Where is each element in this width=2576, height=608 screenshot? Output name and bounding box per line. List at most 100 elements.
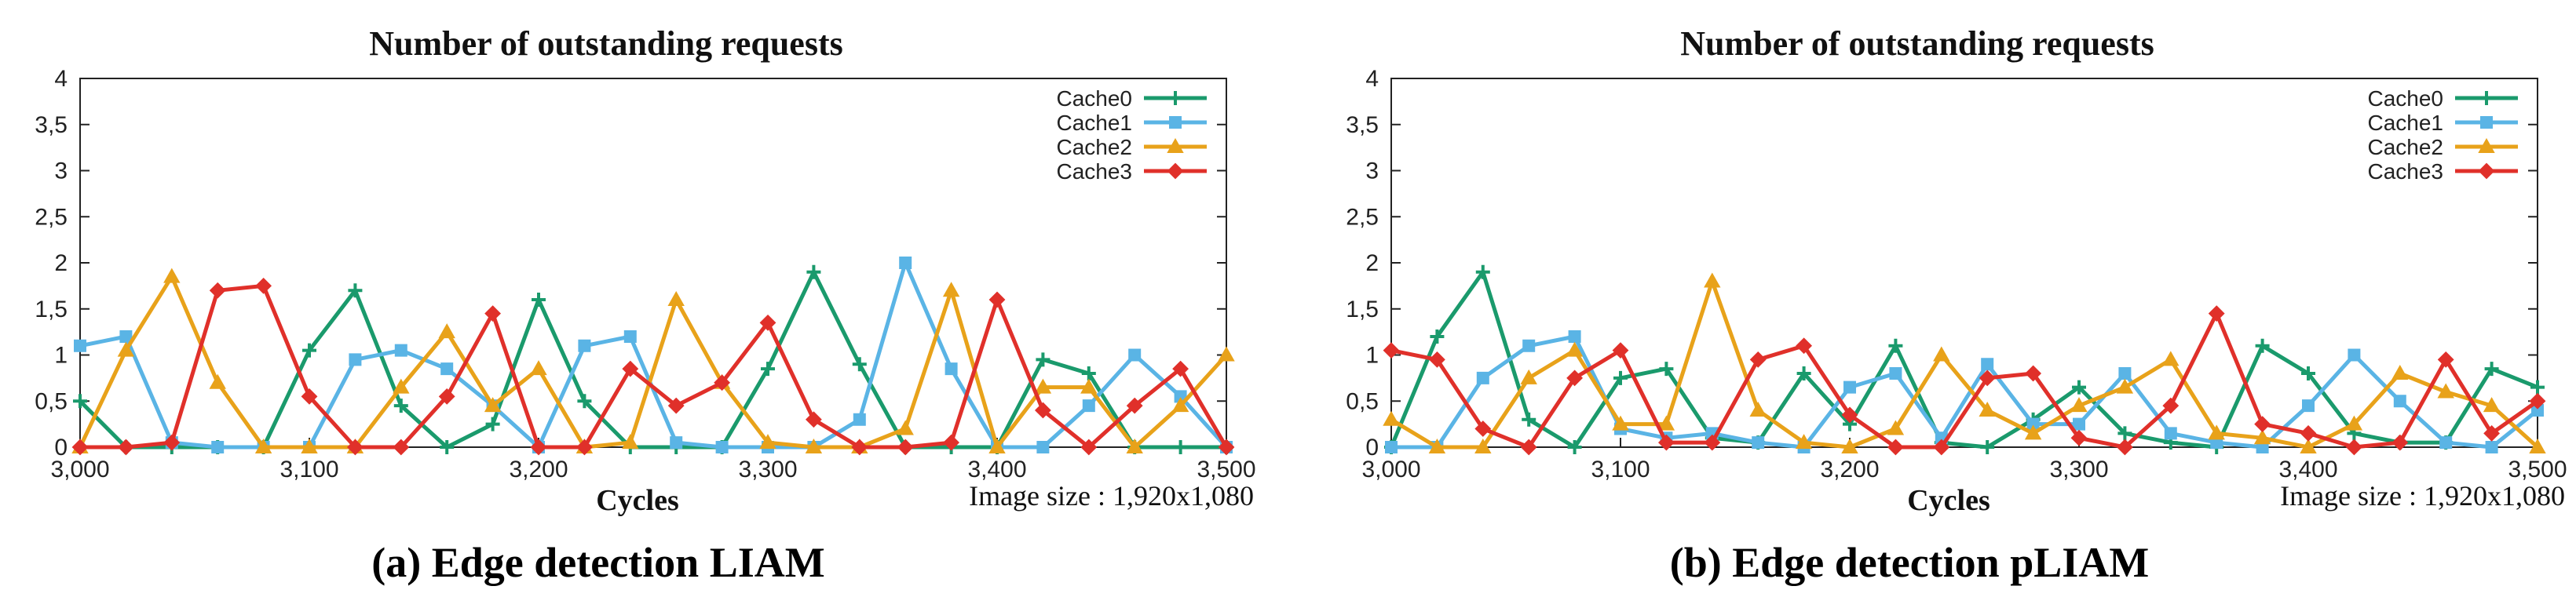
data-point [2529,438,2546,453]
data-point [1218,346,1235,362]
data-point [484,305,502,322]
axis-ticks: 0 0,5 1 1,5 2 2,5 3 3,5 4 3,000 3,100 3,200 3,300 3,4… [1346,66,2567,482]
data-point [1383,342,1400,359]
data-point [1749,401,1767,417]
series-layer [1383,264,2546,456]
data-point [1081,366,1096,380]
x-tick-label: 3,200 [1820,457,1879,482]
data-point [346,439,364,456]
legend-marker [2478,162,2495,180]
data-point [440,440,455,454]
data-point [211,441,225,453]
data-point [1036,352,1050,367]
data-point [1126,397,1143,414]
data-point [670,436,683,450]
data-point [1520,369,1537,384]
data-point [1980,440,1995,454]
data-point [759,314,776,331]
image-size-annotation: Image size : 1,920x1,080 [2280,480,2565,512]
data-point [1522,339,1536,352]
legend-item: Cache0 [2367,86,2518,111]
data-point [1080,378,1098,394]
data-point [2302,399,2315,413]
data-point [2300,438,2317,453]
series-line [1389,270,2538,450]
data-point [806,264,821,279]
data-point [2255,338,2270,353]
chart-title: Number of outstanding requests [1680,24,2154,63]
data-point [1218,439,1235,456]
data-point [1520,439,1537,456]
data-point [897,420,914,435]
data-point [715,441,729,453]
data-point [2485,441,2498,453]
data-point [117,341,135,357]
legend-item: Cache1 [2367,111,2518,135]
legend-label: Cache1 [2367,111,2443,135]
data-point [1568,330,1581,343]
y-tick-label: 2,5 [35,204,68,230]
data-point [1474,421,1492,437]
data-point [438,388,455,405]
data-point [2300,424,2317,442]
data-point [1979,401,1996,417]
data-point [1933,346,1950,362]
y-tick-label: 2 [54,250,68,276]
data-point [899,257,912,269]
data-point [2070,429,2088,446]
axis-ticks: 0 0,5 1 1,5 2 2,5 3 3,5 4 3,000 3,100 3,200 3,300 3,4… [35,66,1255,482]
data-point [1979,370,1996,387]
data-point [1173,440,1188,454]
data-point [301,388,318,405]
data-point [1749,351,1767,368]
x-tick-label: 3,300 [2049,457,2108,482]
data-point [988,438,1006,453]
x-tick-label: 3,500 [2508,457,2567,482]
data-point [943,434,960,451]
data-point [2437,383,2454,399]
data-point [2393,395,2406,408]
data-point [1171,397,1189,413]
data-point [759,434,776,450]
data-point [853,413,866,426]
data-point [1126,438,1143,453]
data-point [578,339,591,352]
data-point [2301,366,2315,380]
data-point [255,277,272,294]
data-point [1981,358,1994,371]
data-point [1474,438,1492,453]
data-point [988,291,1006,308]
y-tick-label: 3,5 [35,112,68,138]
data-point [1567,440,1582,454]
series-cache3 [1383,305,2546,456]
x-tick-label: 3,400 [967,457,1026,482]
data-point [1841,438,1858,453]
data-point [1657,415,1675,431]
data-point [2391,364,2409,380]
data-point [2162,351,2180,366]
data-point [2208,424,2225,440]
data-point [1172,360,1189,377]
data-point [805,411,822,428]
data-point [2164,427,2177,440]
data-point [2345,439,2362,456]
y-tick-label: 2,5 [1346,204,1379,230]
data-point [254,438,272,453]
data-point [394,344,407,357]
series-line [1390,311,2539,450]
data-point [1613,370,1628,385]
data-point [1752,436,1765,450]
data-point [1566,370,1584,387]
data-point [1034,378,1052,394]
data-point [1796,366,1811,380]
data-point [2072,380,2086,395]
data-point [1612,415,1629,431]
chart-panel-b: Number of outstanding requests 0 0,5 1 1,5 2… [1346,24,2567,586]
data-point [2073,417,2085,431]
data-point [393,378,410,394]
data-point [2117,426,2132,441]
data-point [440,362,454,376]
data-point [1476,371,1489,384]
y-tick-label: 0 [1365,435,1379,461]
